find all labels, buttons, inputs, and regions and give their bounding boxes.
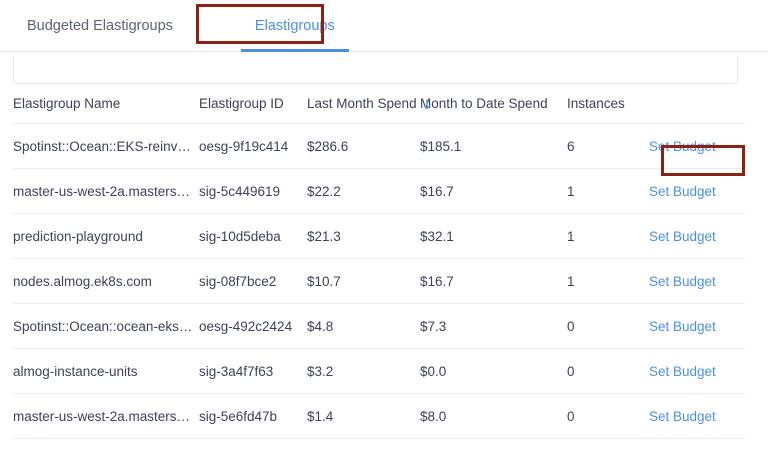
- set-budget-link-row-0[interactable]: Set Budget: [649, 138, 716, 154]
- set-budget-link-row-6[interactable]: Set Budget: [649, 408, 716, 424]
- cell-instances: 1: [567, 258, 649, 304]
- set-budget-link-row-2[interactable]: Set Budget: [649, 228, 716, 244]
- table-header: Elastigroup Name Elastigroup ID Last Mon…: [13, 96, 745, 124]
- table-body: Spotinst::Ocean::EKS-reinv… oesg-9f19c41…: [13, 123, 745, 439]
- set-budget-link-row-3[interactable]: Set Budget: [649, 273, 716, 289]
- elastigroup-name-text: nodes.almog.ek8s.com: [13, 273, 152, 289]
- cell-action: Set Budget: [649, 168, 745, 214]
- cell-action: Set Budget: [649, 123, 745, 169]
- cell-month-to-date-spend: $32.1: [420, 213, 567, 259]
- tab-budgeted-elastigroups[interactable]: Budgeted Elastigroups: [13, 0, 187, 52]
- tab-label: Elastigroups: [254, 17, 335, 34]
- cell-elastigroup-id: sig-3a4f7f63: [199, 348, 307, 394]
- column-header-elastigroup-id[interactable]: Elastigroup ID: [199, 96, 284, 111]
- elastigroups-table-container: Elastigroup Name Elastigroup ID Last Mon…: [0, 96, 768, 439]
- cell-month-to-date-spend: $7.3: [420, 303, 567, 349]
- elastigroup-name-text: master-us-west-2a.masters…: [13, 183, 191, 199]
- filter-panel-box[interactable]: [13, 56, 738, 84]
- cell-elastigroup-id: sig-5c449619: [199, 168, 307, 214]
- elastigroup-name-text: prediction-playground: [13, 228, 143, 244]
- cell-last-month-spend: $4.8: [307, 303, 420, 349]
- cell-action: Set Budget: [649, 213, 745, 259]
- cell-elastigroup-name: prediction-playground: [13, 213, 199, 259]
- cell-last-month-spend: $1.4: [307, 393, 420, 439]
- cell-instances: 6: [567, 123, 649, 169]
- table-row[interactable]: almog-instance-units sig-3a4f7f63 $3.2 $…: [13, 348, 745, 394]
- set-budget-link-row-1[interactable]: Set Budget: [649, 183, 716, 199]
- table-header-row: Elastigroup Name Elastigroup ID Last Mon…: [13, 96, 745, 124]
- cell-instances: 0: [567, 348, 649, 394]
- elastigroup-name-text: Spotinst::Ocean::ocean-eks…: [13, 318, 193, 334]
- column-header-label: Month to Date Spend: [420, 96, 548, 111]
- cell-month-to-date-spend: $8.0: [420, 393, 567, 439]
- table-row[interactable]: Spotinst::Ocean::ocean-eks… oesg-492c242…: [13, 303, 745, 349]
- cell-elastigroup-name: master-us-west-2a.masters…: [13, 168, 199, 214]
- arrow-down-icon: [420, 98, 434, 112]
- tab-label: Budgeted Elastigroups: [27, 17, 173, 34]
- cell-instances: 0: [567, 393, 649, 439]
- elastigroup-name-text: Spotinst::Ocean::EKS-reinv…: [13, 138, 191, 154]
- column-header-actions: [649, 96, 745, 124]
- column-header-instances[interactable]: Instances: [567, 96, 625, 111]
- cell-last-month-spend: $22.2: [307, 168, 420, 214]
- elastigroup-name-text: almog-instance-units: [13, 363, 138, 379]
- table-row[interactable]: master-us-west-2a.masters… sig-5e6fd47b …: [13, 393, 745, 439]
- cell-elastigroup-id: oesg-9f19c414: [199, 123, 307, 169]
- cell-instances: 1: [567, 168, 649, 214]
- tab-bar: Budgeted Elastigroups Elastigroups: [0, 0, 768, 52]
- cell-elastigroup-id: sig-10d5deba: [199, 213, 307, 259]
- cell-elastigroup-id: sig-5e6fd47b: [199, 393, 307, 439]
- cell-elastigroup-name: almog-instance-units: [13, 348, 199, 394]
- table-row[interactable]: Spotinst::Ocean::EKS-reinv… oesg-9f19c41…: [13, 123, 745, 169]
- cell-action: Set Budget: [649, 393, 745, 439]
- cell-action: Set Budget: [649, 303, 745, 349]
- cell-elastigroup-id: oesg-492c2424: [199, 303, 307, 349]
- elastigroup-name-text: master-us-west-2a.masters…: [13, 408, 191, 424]
- elastigroups-table: Elastigroup Name Elastigroup ID Last Mon…: [13, 96, 745, 439]
- set-budget-link-row-4[interactable]: Set Budget: [649, 318, 716, 334]
- table-row[interactable]: prediction-playground sig-10d5deba $21.3…: [13, 213, 745, 259]
- table-row[interactable]: master-us-west-2a.masters… sig-5c449619 …: [13, 168, 745, 214]
- cell-month-to-date-spend: $185.1: [420, 123, 567, 169]
- table-row[interactable]: nodes.almog.ek8s.com sig-08f7bce2 $10.7 …: [13, 258, 745, 304]
- column-header-elastigroup-name[interactable]: Elastigroup Name: [13, 96, 121, 111]
- cell-elastigroup-name: Spotinst::Ocean::ocean-eks…: [13, 303, 199, 349]
- column-header-month-to-date-spend[interactable]: Month to Date Spend: [420, 96, 567, 124]
- cell-month-to-date-spend: $16.7: [420, 258, 567, 304]
- cell-elastigroup-name: master-us-west-2a.masters…: [13, 393, 199, 439]
- cell-action: Set Budget: [649, 258, 745, 304]
- set-budget-link-row-5[interactable]: Set Budget: [649, 363, 716, 379]
- tab-elastigroups[interactable]: Elastigroups: [240, 0, 349, 52]
- cell-month-to-date-spend: $16.7: [420, 168, 567, 214]
- column-header-last-month-spend[interactable]: Last Month Spend: [307, 96, 417, 111]
- cell-month-to-date-spend: $0.0: [420, 348, 567, 394]
- cell-last-month-spend: $3.2: [307, 348, 420, 394]
- cell-elastigroup-id: sig-08f7bce2: [199, 258, 307, 304]
- cell-last-month-spend: $21.3: [307, 213, 420, 259]
- cell-last-month-spend: $286.6: [307, 123, 420, 169]
- cell-action: Set Budget: [649, 348, 745, 394]
- cell-elastigroup-name: Spotinst::Ocean::EKS-reinv…: [13, 123, 199, 169]
- cell-last-month-spend: $10.7: [307, 258, 420, 304]
- cell-instances: 1: [567, 213, 649, 259]
- cell-elastigroup-name: nodes.almog.ek8s.com: [13, 258, 199, 304]
- cell-instances: 0: [567, 303, 649, 349]
